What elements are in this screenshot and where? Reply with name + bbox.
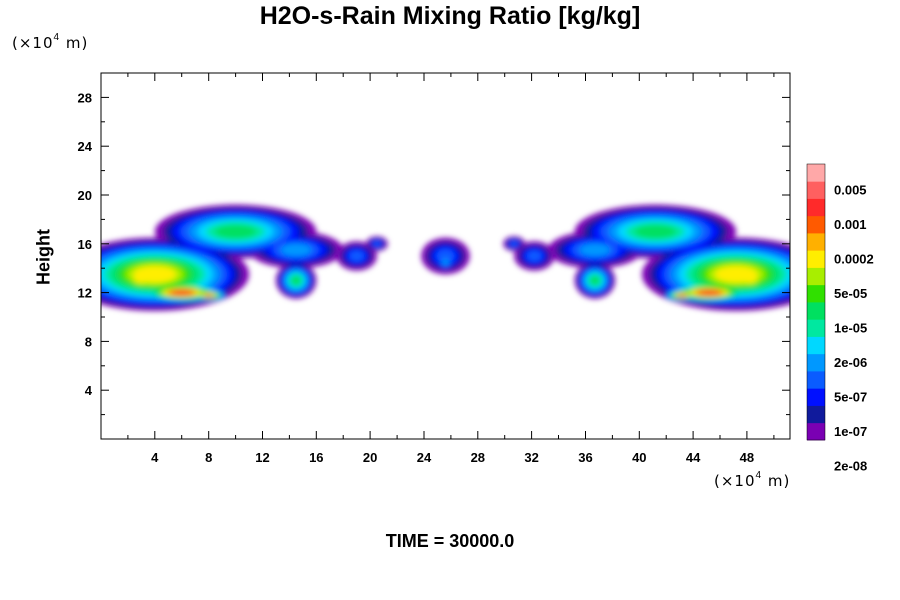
- colorbar-swatch-14: [807, 181, 825, 199]
- x-tick-label-24: 24: [417, 450, 432, 465]
- contour-level-3-blob-12: [510, 241, 518, 247]
- colorbar-swatch-4: [807, 353, 825, 372]
- colorbar-swatch-1: [807, 405, 825, 424]
- x-tick-label-20: 20: [363, 450, 377, 465]
- colorbar-label-0: 0.005: [834, 182, 867, 197]
- colorbar-swatch-2: [807, 388, 825, 406]
- contour-level-4-blob-5: [281, 244, 312, 256]
- colorbar-swatch-13: [807, 198, 825, 217]
- y-tick-label-4: 4: [85, 383, 93, 398]
- colorbar-label-1: 0.001: [834, 217, 867, 232]
- colorbar-swatch-8: [807, 284, 825, 303]
- x-tick-label-36: 36: [578, 450, 592, 465]
- colorbar-swatch-12: [807, 215, 825, 234]
- y-tick-label-12: 12: [78, 286, 92, 301]
- colorbar-label-5: 2e-06: [834, 355, 867, 370]
- x-tick-label-40: 40: [632, 450, 646, 465]
- y-tick-label-20: 20: [78, 188, 92, 203]
- contour-level-3-blob-9: [436, 249, 455, 263]
- contour-level-4-blob-13: [579, 244, 611, 256]
- colorbar-swatch-15: [807, 164, 825, 182]
- contour-level-10-blob-17: [742, 273, 758, 283]
- contour-level-13-blob-2: [171, 290, 192, 295]
- contour-blobs: [101, 204, 790, 311]
- colorbar-swatch-0: [807, 422, 825, 441]
- colorbar-swatch-5: [807, 336, 825, 355]
- contour-level-10-blob-1: [133, 273, 149, 283]
- y-tick-label-8: 8: [85, 334, 92, 349]
- colorbar-swatch-7: [807, 302, 825, 320]
- x-tick-label-48: 48: [740, 450, 754, 465]
- contour-level-12-blob-19: [678, 293, 687, 297]
- x-tick-label-44: 44: [686, 450, 701, 465]
- x-tick-label-32: 32: [524, 450, 538, 465]
- x-tick-label-8: 8: [205, 450, 212, 465]
- colorbar-frame: [806, 163, 826, 441]
- x-unit-tail: m): [762, 472, 791, 490]
- x-tick-label-28: 28: [471, 450, 485, 465]
- contour-level-3-blob-8: [373, 241, 381, 247]
- contour-level-3-blob-7: [349, 250, 365, 262]
- colorbar-label-6: 5e-07: [834, 389, 867, 404]
- contour-level-7-blob-14: [589, 275, 601, 286]
- time-label: TIME = 30000.0: [385, 531, 515, 551]
- y-axis-unit: (×104 m): [12, 32, 89, 52]
- x-axis-unit: (×104 m): [714, 470, 791, 490]
- contour-level-7-blob-15: [634, 224, 677, 239]
- contour-level-3-blob-11: [527, 250, 542, 262]
- contour-level-7-blob-4: [214, 224, 257, 239]
- y-unit-exponent: 4: [53, 32, 61, 43]
- x-tick-label-16: 16: [309, 450, 323, 465]
- chart-title: H2O-s-Rain Mixing Ratio [kg/kg]: [259, 2, 641, 30]
- contour-level-7-blob-6: [290, 275, 302, 286]
- y-tick-label-28: 28: [78, 90, 92, 105]
- x-unit-exponent: 4: [755, 470, 763, 481]
- colorbar-swatch-9: [807, 267, 825, 286]
- contour-level-4-blob-10: [442, 259, 449, 266]
- contour-level-12-blob-3: [204, 293, 213, 297]
- x-tick-label-12: 12: [255, 450, 269, 465]
- colorbar-swatch-10: [807, 250, 825, 268]
- colorbar-swatch-11: [807, 233, 825, 251]
- y-tick-label-24: 24: [78, 139, 93, 154]
- colorbar-swatch-6: [807, 319, 825, 337]
- y-tick-label-16: 16: [78, 237, 92, 252]
- colorbar-label-2: 0.0002: [834, 251, 874, 266]
- colorbar-label-3: 5e-05: [834, 286, 867, 301]
- colorbar-label-8: 2e-08: [834, 458, 867, 473]
- contour-field: [101, 204, 790, 311]
- x-tick-label-4: 4: [151, 450, 159, 465]
- contour-level-13-blob-18: [699, 290, 720, 295]
- y-unit-base: (×10: [12, 34, 54, 52]
- colorbar-swatch-3: [807, 371, 825, 389]
- y-unit-tail: m): [60, 34, 89, 52]
- colorbar: 0.005 0.001 0.0002 5e-05 1e-05 2e-06 5e-07 1e-0…: [806, 163, 874, 473]
- x-unit-base: (×10: [714, 472, 756, 490]
- colorbar-label-7: 1e-07: [834, 424, 867, 439]
- colorbar-label-4: 1e-05: [834, 320, 867, 335]
- plot-frame: [100, 72, 791, 440]
